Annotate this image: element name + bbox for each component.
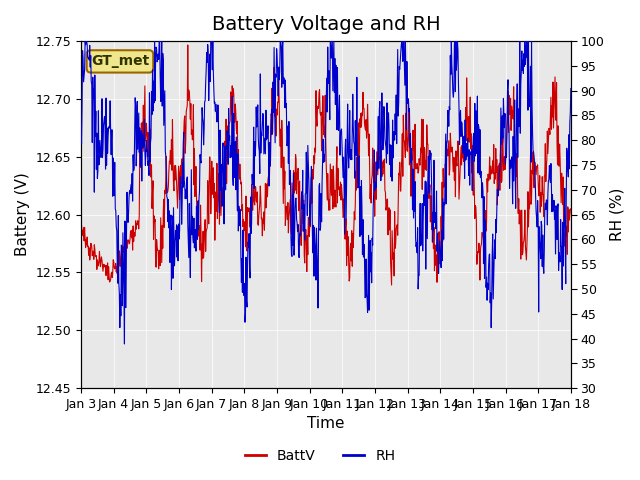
Title: Battery Voltage and RH: Battery Voltage and RH bbox=[212, 15, 440, 34]
X-axis label: Time: Time bbox=[307, 417, 345, 432]
Y-axis label: Battery (V): Battery (V) bbox=[15, 173, 30, 256]
Legend: BattV, RH: BattV, RH bbox=[239, 443, 401, 468]
Y-axis label: RH (%): RH (%) bbox=[610, 188, 625, 241]
Text: GT_met: GT_met bbox=[91, 54, 149, 69]
